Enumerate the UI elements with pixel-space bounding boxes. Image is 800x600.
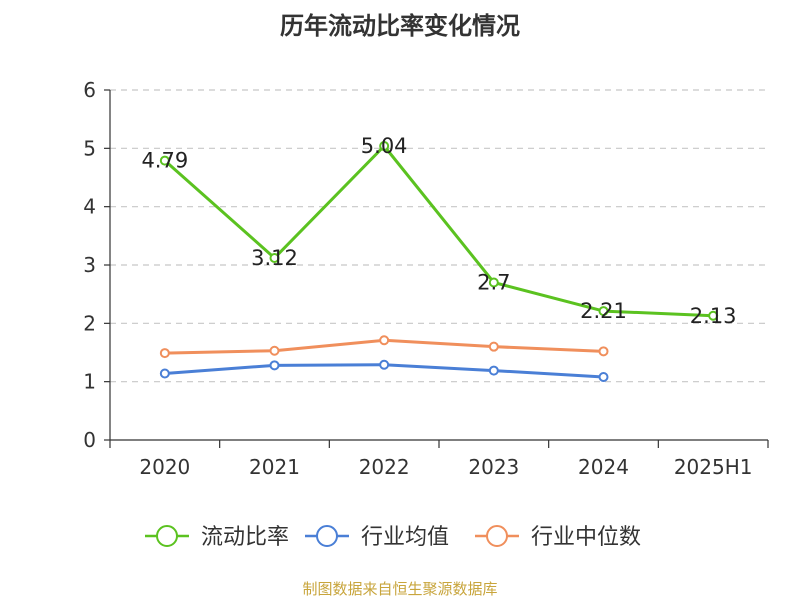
legend-swatch-marker [156,525,178,547]
y-tick-label: 4 [83,195,96,219]
data-label: 2.21 [580,299,627,323]
source-note: 制图数据来自恒生聚源数据库 [302,580,498,598]
data-label: 4.79 [141,149,188,173]
data-point [379,335,390,346]
y-tick-label: 2 [83,311,96,335]
data-point [269,345,280,356]
data-label: 2.7 [477,271,510,295]
data-label: 5.04 [361,134,408,158]
data-point [598,306,609,317]
legend-item: 行业中位数 [475,525,641,550]
series-lines [159,141,719,382]
legend-label: 行业中位数 [531,525,641,550]
legend-swatch-marker [316,525,338,547]
data-point [708,310,719,321]
data-label: 2.13 [690,304,737,328]
y-tick-label: 3 [83,253,96,277]
data-point [598,372,609,382]
data-point [159,368,170,379]
legend: 流动比率 行业均值 行业中位数 [145,525,641,550]
y-tick-label: 1 [83,370,96,394]
data-label: 3.12 [251,246,298,270]
x-tick-label: 2021 [249,455,300,479]
axes: 0 1 2 3 4 5 6 2020 2021 2022 2023 2024 2025H1 [83,78,769,479]
legend-item: 行业均值 [305,525,449,550]
data-labels: 4.79 3.12 5.04 2.7 2.21 2.13 [141,134,736,328]
data-point [488,365,499,376]
legend-label: 行业均值 [361,525,449,550]
x-tick-label: 2024 [578,455,629,479]
data-point [379,141,390,151]
legend-swatch-marker [486,525,508,547]
x-tick-label: 2022 [359,455,410,479]
series-line [163,144,714,318]
data-point [159,348,170,359]
data-point [488,341,499,352]
y-tick-label: 0 [83,428,96,452]
data-point [598,346,609,357]
x-tick-label: 2025H1 [674,455,753,479]
data-point [269,360,280,371]
legend-item: 流动比率 [145,525,289,550]
x-tick-label: 2023 [468,455,519,479]
grid-lines [110,89,768,383]
y-tick-label: 5 [83,136,96,160]
x-tick-label: 2020 [139,455,190,479]
data-point [159,155,170,166]
chart-title: 历年流动比率变化情况 [280,12,520,40]
legend-label: 流动比率 [201,525,289,550]
data-point [269,253,280,263]
y-tick-label: 6 [83,78,96,102]
data-point [379,359,390,370]
data-point [488,277,499,288]
